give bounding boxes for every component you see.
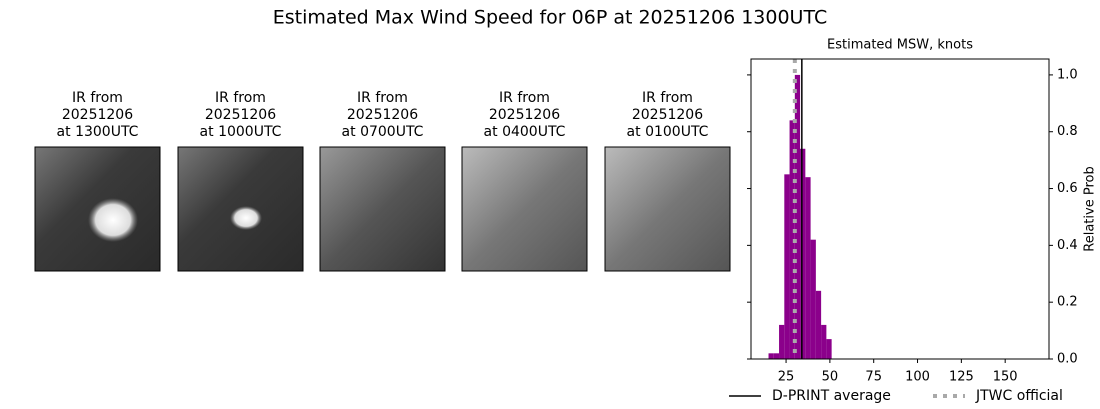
x-tick-label: 100: [905, 370, 930, 385]
chart-title: Estimated MSW, knots: [827, 38, 973, 53]
panel-caption: 20251206: [347, 107, 418, 123]
panel-caption: at 1000UTC: [200, 124, 282, 140]
bar: [779, 324, 785, 359]
panel-caption: at 0100UTC: [627, 124, 709, 140]
panel-caption: IR from: [357, 90, 408, 106]
ir-image: [319, 146, 446, 272]
x-tick-label: 50: [822, 370, 839, 385]
ir-image: [604, 146, 731, 272]
bar: [784, 174, 790, 359]
panel-caption: at 0400UTC: [484, 124, 566, 140]
bar: [810, 239, 816, 359]
panel-caption: IR from: [499, 90, 550, 106]
cloud: [230, 206, 262, 230]
ir-images: [34, 146, 731, 272]
panel-caption: at 1300UTC: [57, 124, 139, 140]
x-tick-label: 125: [949, 370, 974, 385]
panel-caption: 20251206: [489, 107, 560, 123]
ir-image: [461, 146, 588, 272]
bar: [805, 177, 811, 359]
panel-caption: IR from: [215, 90, 266, 106]
y-tick-label: 0.8: [1057, 124, 1078, 139]
bar: [826, 339, 832, 359]
bar: [800, 148, 806, 359]
panel-caption: at 0700UTC: [342, 124, 424, 140]
panel-caption: 20251206: [62, 107, 133, 123]
legend-label: D-PRINT average: [772, 388, 891, 404]
bar: [821, 324, 827, 359]
cloud: [88, 198, 138, 242]
y-tick-label: 0.4: [1057, 238, 1078, 253]
bar: [815, 290, 822, 359]
x-tick-label: 150: [993, 370, 1018, 385]
bar: [768, 353, 774, 359]
plot-frame: [750, 58, 1050, 360]
x-tick-label: 25: [778, 370, 795, 385]
y-tick-label: 0.2: [1057, 295, 1078, 310]
panel-caption: IR from: [642, 90, 693, 106]
y-axis-label: Relative Prob: [1083, 166, 1098, 251]
bar: [773, 353, 780, 359]
y-tick-label: 0.0: [1057, 352, 1078, 367]
bar: [794, 74, 801, 359]
bar: [789, 120, 795, 359]
panel-caption: 20251206: [205, 107, 276, 123]
y-tick-label: 1.0: [1057, 67, 1078, 82]
panel-caption: IR from: [72, 90, 123, 106]
y-tick-label: 0.6: [1057, 181, 1078, 196]
figure-title: Estimated Max Wind Speed for 06P at 2025…: [273, 7, 827, 29]
x-tick-label: 75: [865, 370, 882, 385]
legend-label: JTWC official: [975, 388, 1063, 404]
panel-caption: 20251206: [632, 107, 703, 123]
